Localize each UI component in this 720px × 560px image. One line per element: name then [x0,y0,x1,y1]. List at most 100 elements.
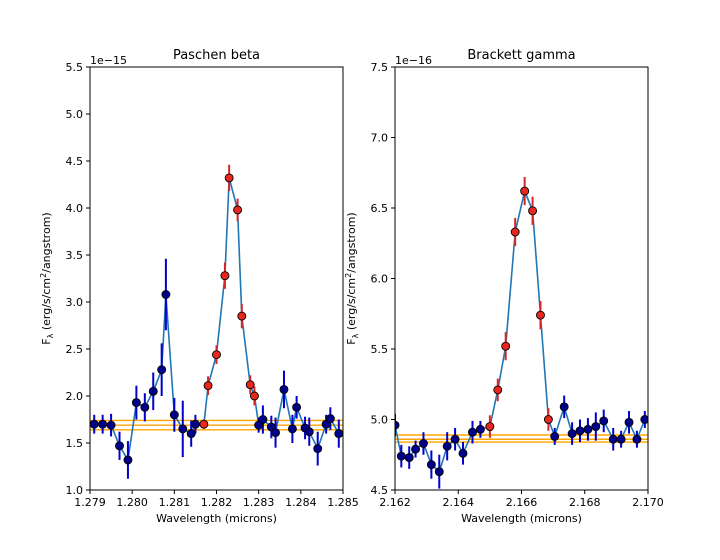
continuum-data-point [157,365,167,375]
y-axis-label-part: λ [46,333,55,338]
line-data-point [224,173,234,183]
continuum-data-point [426,460,436,470]
continuum-data-point [178,424,188,434]
paschen-beta-panel: 1.279 1.280 1.281 1.282 1.283 1.284 1.285 1.0 1.… [39,48,359,525]
line-data-point [249,391,259,401]
continuum-data-point [616,434,626,444]
continuum-data-point [550,431,560,441]
line-data-point [536,310,545,320]
y-axis-label-part: F [40,338,53,344]
continuum-data-point [123,455,133,465]
continuum-data-point [575,426,585,436]
line-data-point [520,186,530,196]
offset-text: 1e−16 [395,54,432,67]
continuum-data-point [583,424,593,434]
y-tick-label: 7.0 [371,132,389,145]
chart-title: Brackett gamma [467,48,575,63]
line-data-point [237,311,247,321]
continuum-data-point [90,419,99,429]
y-tick-label: 1.5 [66,437,84,450]
y-tick-label: 4.5 [371,484,389,497]
line-data-point [485,422,495,431]
continuum-data-point [279,384,289,394]
y-tick-label: 1.0 [66,484,84,497]
continuum-data-point [468,427,477,437]
y-tick-label: 4.5 [66,155,84,168]
continuum-data-point [640,415,648,424]
continuum-data-point [115,441,124,451]
continuum-data-point [632,434,642,444]
continuum-data-point [148,386,158,396]
x-axis-label: Wavelength (microns) [156,512,277,525]
flux-curve [395,190,646,473]
continuum-data-point [334,429,343,439]
continuum-data-point [559,402,569,412]
continuum-data-point [161,290,171,299]
continuum-data-point [419,439,428,448]
offset-text: 1e−15 [90,54,127,67]
continuum-data-point [292,402,302,412]
continuum-data-point [567,429,577,439]
y-tick-label: 2.5 [66,343,84,356]
y-tick-label: 6.5 [371,202,389,215]
continuum-data-point [169,410,179,420]
y-tick-label: 3.5 [66,249,84,262]
x-tick-label: 1.283 [243,496,275,509]
y-tick-label: 5.5 [371,343,389,356]
line-data-point [493,385,503,395]
continuum-data-point [411,444,421,454]
y-axis-label-part: λ [351,333,360,338]
continuum-data-point [258,415,268,424]
continuum-data-point [434,467,444,477]
y-axis-label-part: (erg/s/cm [40,278,53,334]
y-tick-label: 6.0 [371,273,389,286]
x-tick-label: 1.285 [327,496,359,509]
y-axis-label-part: F [345,338,358,344]
continuum-data-point [608,434,618,444]
x-tick-label: 1.281 [159,496,191,509]
plot-area [395,176,648,489]
continuum-data-point [98,419,108,429]
continuum-data-point [325,414,335,424]
y-axis-label-part: /angstrom) [40,212,53,272]
y-axis-label-part: (erg/s/cm [345,278,358,334]
line-data-point [233,205,243,215]
axes-frame [394,66,649,491]
line-data-point [203,381,213,391]
y-tick-label: 7.5 [371,61,389,74]
continuum-data-point [287,424,297,434]
continuum-data-point [304,427,314,437]
x-tick-label: 2.170 [632,496,664,509]
line-data-point [199,419,209,429]
line-data-point [212,350,221,360]
brackett-gamma-panel: 2.162 2.164 2.166 2.168 2.170 4.5 5.0 5.5 6.0 6.5… [344,48,664,525]
continuum-data-point [190,419,200,429]
continuum-data-point [395,420,400,430]
continuum-data-point [131,398,141,408]
line-data-point [543,415,553,424]
continuum-data-point [271,428,280,438]
x-tick-label: 1.280 [116,496,148,509]
line-data-point [245,380,255,390]
line-data-point [528,206,538,216]
continuum-data-point [396,451,406,461]
x-tick-label: 1.279 [74,496,106,509]
y-axis-label-part: /angstrom) [345,212,358,272]
y-tick-label: 3.0 [66,296,84,309]
y-tick-label: 5.0 [371,414,389,427]
continuum-data-point [458,448,468,458]
y-axis-label: Fλ (erg/s/cm2/angstrom) [39,212,55,344]
y-axis-label-part: 2 [344,273,353,278]
continuum-data-point [624,417,634,427]
flux-curve [94,177,340,461]
line-data-point [510,227,520,237]
continuum-data-point [450,434,460,444]
continuum-data-point [313,444,323,454]
continuum-data-point [106,420,116,430]
continuum-data-point [475,424,485,434]
x-tick-label: 2.164 [443,496,475,509]
continuum-data-point [186,429,196,439]
y-tick-label: 5.5 [66,61,84,74]
x-tick-label: 1.282 [201,496,233,509]
